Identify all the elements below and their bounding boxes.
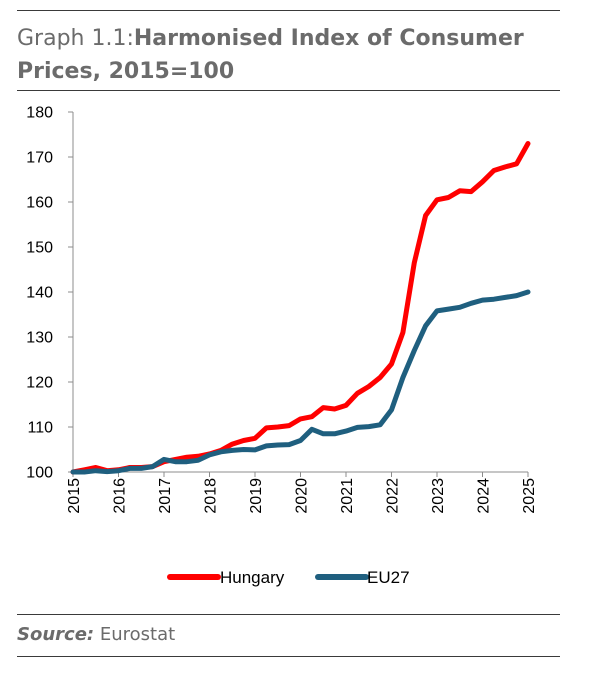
chart-lines <box>70 141 531 475</box>
title-prefix: Graph 1.1: <box>17 26 134 51</box>
x-tick-label: 2024 <box>476 478 493 514</box>
title-rule <box>17 90 560 91</box>
line-chart: 100 110 120 130 140 150 160 170 180 2015 2016 2017 2… <box>26 105 538 588</box>
x-tick-label: 2018 <box>203 478 220 514</box>
title-main: Harmonised Index of Consumer Prices, 201… <box>17 26 524 84</box>
y-tick-label: 180 <box>26 105 53 122</box>
x-tick-label: 2015 <box>66 478 83 514</box>
x-tick-label: 2021 <box>339 478 356 514</box>
x-tick-label: 2016 <box>112 478 129 514</box>
series-line-eu27 <box>70 289 531 475</box>
chart-legend: Hungary EU27 <box>167 568 410 587</box>
x-tick-label: 2017 <box>157 478 174 514</box>
y-tick-label: 160 <box>26 195 53 212</box>
chart-axes: 100 110 120 130 140 150 160 170 180 2015 2016 2017 2… <box>26 105 538 514</box>
y-tick-label: 110 <box>27 420 53 437</box>
y-tick-label: 120 <box>26 375 53 392</box>
source-note: Source: Eurostat <box>17 624 175 645</box>
source-label: Source: <box>17 624 95 645</box>
legend-label-eu27: EU27 <box>367 568 410 587</box>
source-rule-top <box>17 614 560 615</box>
source-rule-bottom <box>17 656 560 657</box>
source-text: Eurostat <box>99 624 176 645</box>
x-tick-label: 2025 <box>521 478 538 514</box>
y-tick-label: 150 <box>26 240 53 257</box>
y-tick-label: 170 <box>26 150 53 167</box>
y-tick-label: 130 <box>26 330 53 347</box>
x-tick-label: 2020 <box>294 478 311 514</box>
top-rule <box>17 10 560 11</box>
y-tick-label: 100 <box>26 465 53 482</box>
x-tick-label: 2023 <box>430 478 447 514</box>
legend-label-hungary: Hungary <box>220 568 285 587</box>
x-tick-label: 2019 <box>248 478 265 514</box>
chart-title: Graph 1.1:Harmonised Index of Consumer P… <box>17 22 577 88</box>
x-tick-label: 2022 <box>385 478 402 514</box>
y-tick-label: 140 <box>26 285 53 302</box>
